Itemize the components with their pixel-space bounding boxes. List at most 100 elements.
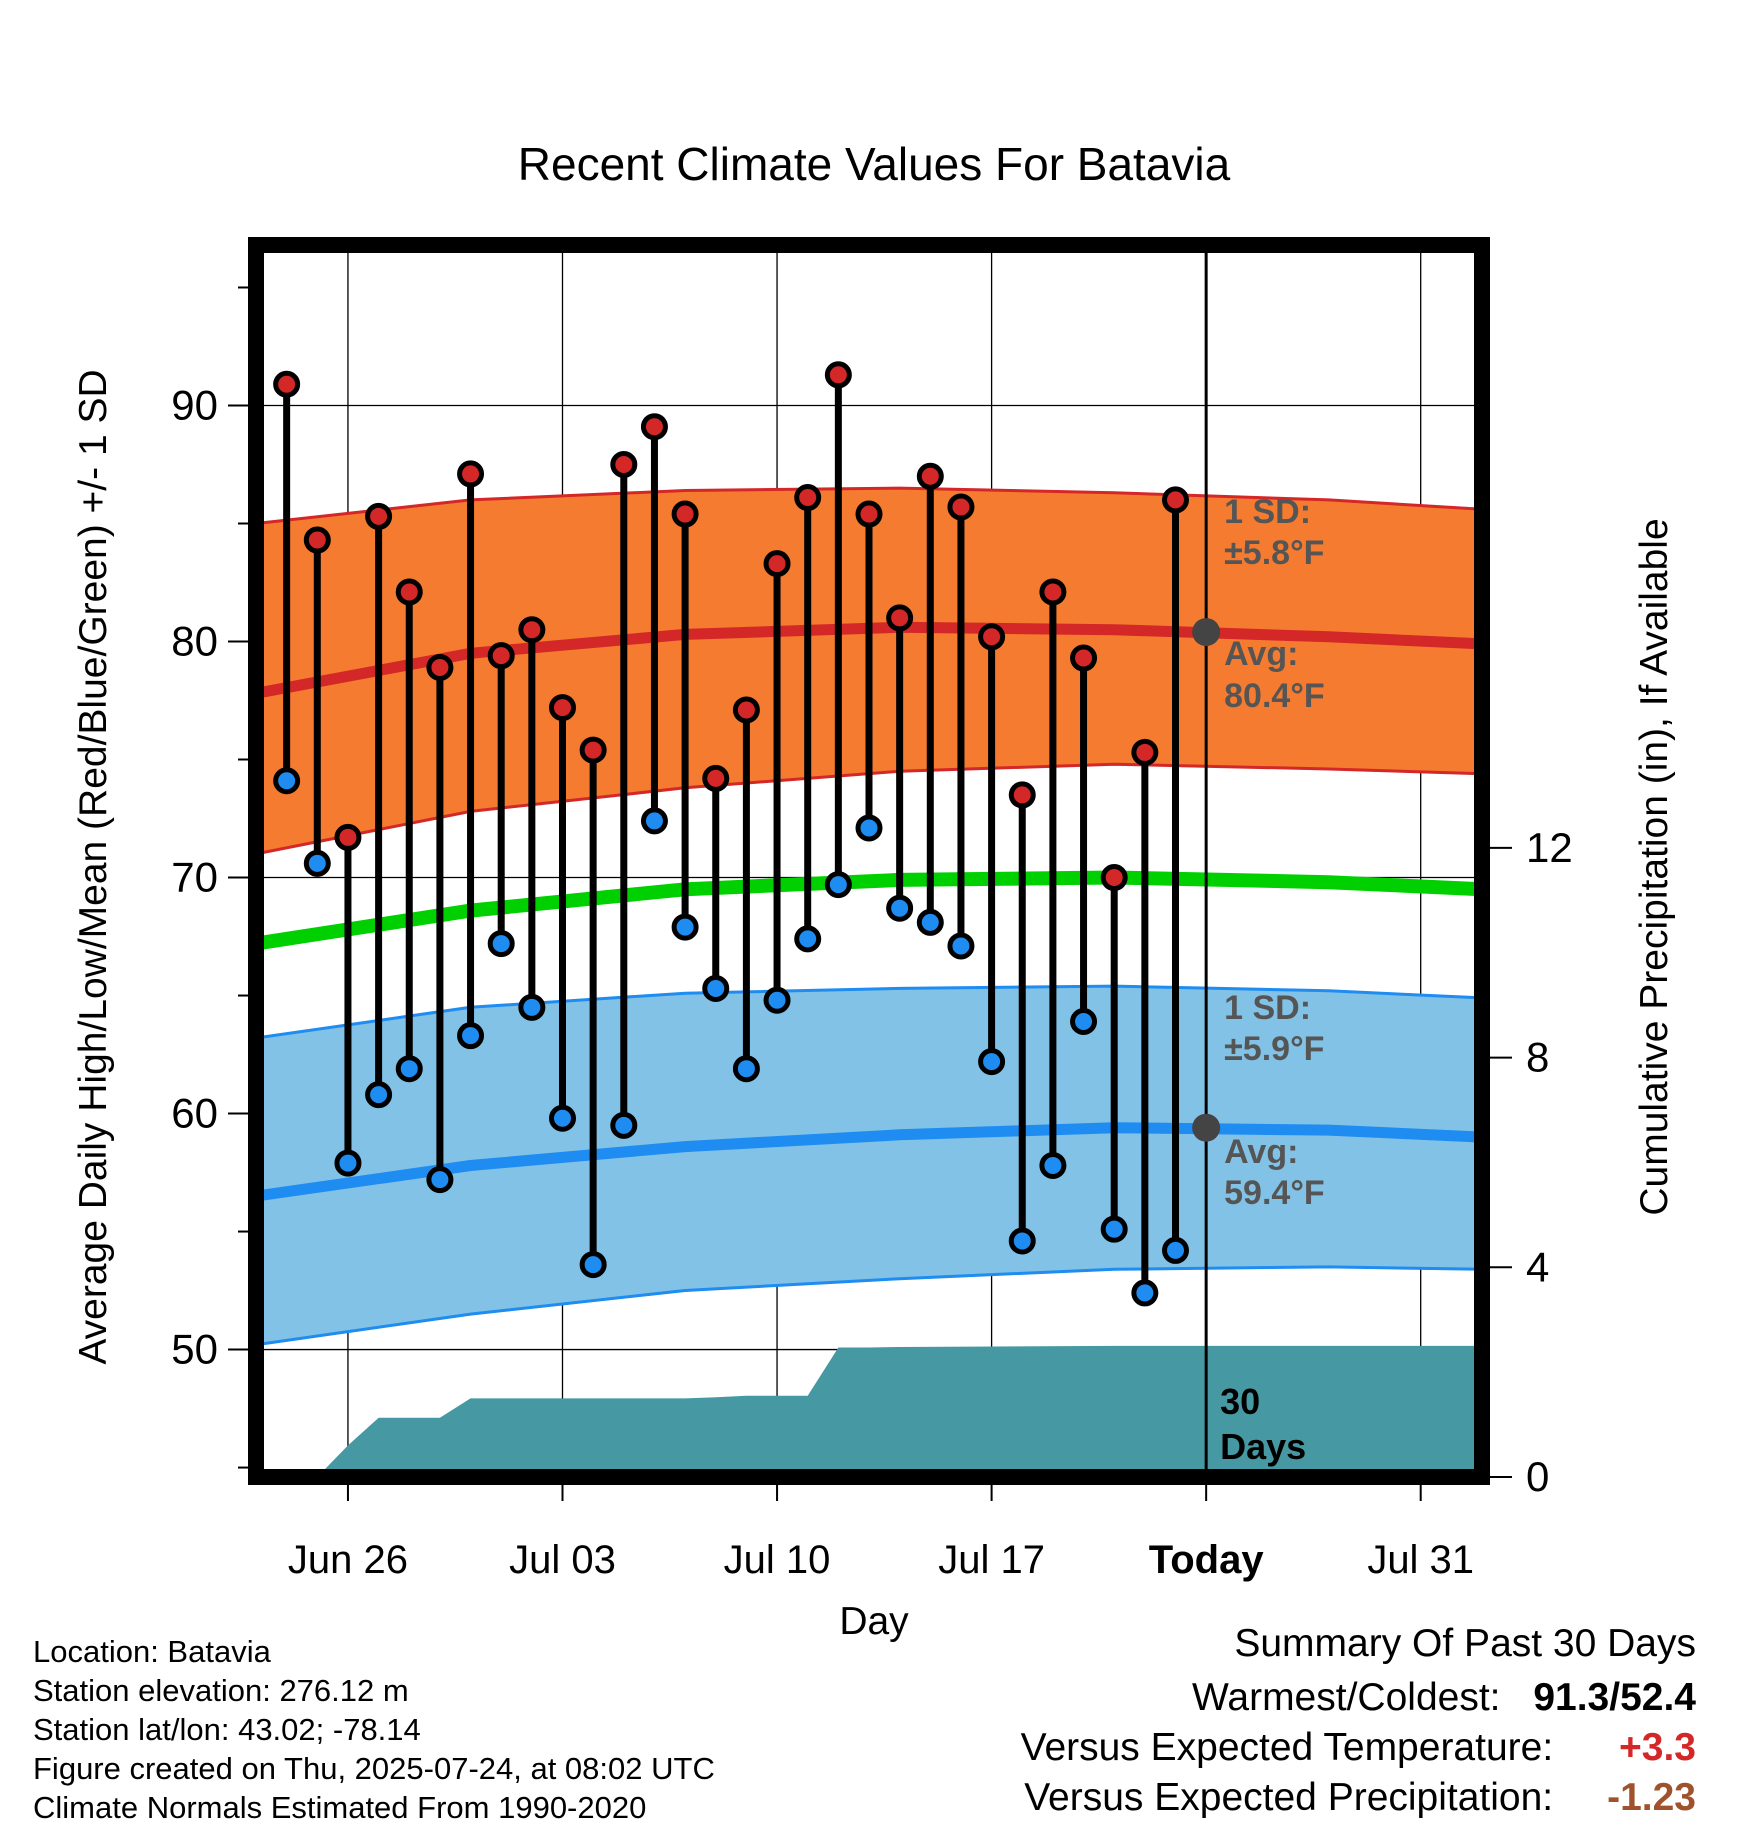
low-point — [978, 1048, 1006, 1076]
low-sd-value: ±5.9°F — [1224, 1030, 1324, 1068]
info-elevation: Station elevation: 276.12 m — [33, 1673, 409, 1708]
low-point — [365, 1081, 393, 1109]
low-sd-band-lower-edge — [256, 1265, 1482, 1347]
y-right-tick-label: 0 — [1526, 1453, 1549, 1500]
plot-frame — [248, 237, 1490, 1485]
high-point — [855, 500, 883, 528]
low-point — [426, 1166, 454, 1194]
low-point — [334, 1149, 362, 1177]
y-axis-label: Average Daily High/Low/Mean (Red/Blue/Gr… — [72, 369, 115, 1364]
y-tick-label: 50 — [171, 1326, 218, 1373]
y-tick-label: 90 — [171, 381, 218, 428]
low-point — [579, 1251, 607, 1279]
high-point — [273, 370, 301, 398]
low-point — [1162, 1236, 1189, 1264]
low-point — [487, 930, 515, 958]
low-avg-label: Avg: — [1224, 1133, 1298, 1171]
low-point — [610, 1111, 638, 1139]
today-high-avg-marker — [1192, 618, 1221, 647]
low-point — [549, 1104, 576, 1132]
low-point — [1070, 1007, 1098, 1035]
temp-departure-value: +3.3 — [1619, 1726, 1696, 1769]
x-tick-label: Jun 26 — [288, 1538, 408, 1582]
low-point — [1131, 1279, 1159, 1307]
info-location: Location: Batavia — [33, 1634, 271, 1669]
high-point — [1039, 578, 1067, 606]
warmest-coldest-value: 91.3/52.4 — [1533, 1676, 1696, 1719]
high-point — [1100, 864, 1128, 892]
low-point — [518, 993, 546, 1021]
low-sd-label: 1 SD: — [1224, 989, 1311, 1027]
y-axis-label-right: Cumulative Precipitation (in), If Availa… — [1633, 518, 1676, 1215]
precip-period-number: 30 — [1220, 1381, 1260, 1422]
low-point — [794, 925, 822, 953]
low-avg-line — [256, 1122, 1482, 1202]
low-point — [303, 849, 331, 877]
info-created: Figure created on Thu, 2025-07-24, at 08… — [33, 1751, 715, 1786]
low-point — [1100, 1215, 1128, 1243]
low-point — [702, 974, 730, 1002]
x-tick-label: Jul 03 — [509, 1538, 616, 1582]
high-point — [1008, 781, 1036, 809]
info-normals: Climate Normals Estimated From 1990-2020 — [33, 1790, 647, 1825]
precip-label: Versus Expected Precipitation: — [1024, 1776, 1554, 1819]
high-point — [1070, 644, 1098, 672]
high-point — [487, 642, 515, 670]
low-point — [457, 1022, 485, 1050]
low-point — [947, 932, 975, 960]
high-sd-label: 1 SD: — [1224, 493, 1311, 531]
warmest-value: 91.3 — [1533, 1676, 1610, 1719]
low-avg-value: 59.4°F — [1224, 1174, 1325, 1212]
high-point — [794, 484, 822, 512]
plot-content — [256, 245, 1482, 1477]
y-tick-label: 70 — [171, 854, 218, 901]
low-point — [395, 1055, 423, 1083]
low-point — [640, 807, 668, 835]
summary-warmest-coldest: Warmest/Coldest: 91.3/52.4 — [1192, 1676, 1696, 1720]
low-point — [732, 1055, 760, 1083]
y-tick-label: 80 — [171, 618, 218, 665]
high-point — [518, 616, 546, 644]
low-point — [1008, 1227, 1036, 1255]
precip-period-label: Days — [1220, 1426, 1306, 1467]
temp-label: Versus Expected Temperature: — [1020, 1726, 1554, 1769]
high-avg-value: 80.4°F — [1224, 677, 1325, 715]
high-point — [763, 550, 791, 578]
x-tick-label: Today — [1149, 1538, 1265, 1582]
precipitation-area — [317, 1345, 1482, 1477]
high-point — [947, 493, 975, 521]
x-axis-label: Day — [839, 1600, 909, 1643]
high-point — [549, 694, 576, 722]
low-point — [763, 986, 791, 1014]
high-point — [365, 502, 393, 530]
x-tick-label: Jul 31 — [1367, 1538, 1474, 1582]
high-point — [824, 361, 852, 389]
high-point — [702, 764, 730, 792]
high-point — [886, 604, 914, 632]
y-right-tick-label: 12 — [1526, 824, 1573, 871]
high-point — [671, 500, 699, 528]
high-avg-label: Avg: — [1224, 635, 1298, 673]
high-point — [579, 736, 607, 764]
coldest-value: 52.4 — [1620, 1676, 1696, 1719]
low-point — [855, 814, 883, 842]
y-tick-label: 60 — [171, 1090, 218, 1137]
low-point — [824, 871, 852, 899]
summary-title: Summary Of Past 30 Days — [1234, 1622, 1696, 1665]
high-point — [395, 578, 423, 606]
precip-departure-value: -1.23 — [1607, 1776, 1696, 1819]
low-point — [671, 913, 699, 941]
today-low-avg-marker — [1192, 1113, 1221, 1142]
high-point — [426, 653, 454, 681]
info-latlon: Station lat/lon: 43.02; -78.14 — [33, 1712, 421, 1747]
high-point — [732, 696, 760, 724]
high-point — [978, 623, 1006, 651]
high-sd-value: ±5.8°F — [1224, 534, 1324, 572]
x-tick-label: Jul 17 — [938, 1538, 1045, 1582]
high-point — [916, 462, 944, 490]
high-point — [334, 823, 362, 851]
low-point — [1039, 1151, 1067, 1179]
y-right-tick-label: 8 — [1526, 1034, 1549, 1081]
